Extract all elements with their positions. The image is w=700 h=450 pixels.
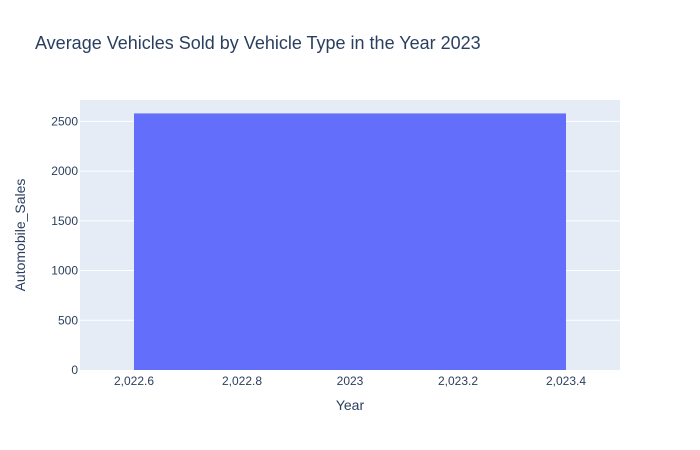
x-tick-label: 2023	[337, 374, 364, 388]
bars	[134, 113, 566, 370]
x-tick-label: 2,022.6	[114, 374, 154, 388]
x-tick-label: 2,023.2	[438, 374, 478, 388]
bar[interactable]	[134, 113, 566, 370]
x-axis-title: Year	[336, 397, 365, 413]
y-tick-label: 0	[71, 363, 78, 377]
y-tick-label: 2000	[51, 164, 78, 178]
x-tick-label: 2,022.8	[222, 374, 262, 388]
y-tick-label: 1500	[51, 214, 78, 228]
y-tick-labels: 0 500 1000 1500 2000 2500	[51, 114, 78, 377]
chart-title: Average Vehicles Sold by Vehicle Type in…	[35, 33, 481, 53]
y-tick-label: 500	[58, 313, 78, 327]
y-tick-label: 2500	[51, 114, 78, 128]
y-axis-title: Automobile_Sales	[12, 179, 28, 292]
x-tick-labels: 2,022.6 2,022.8 2023 2,023.2 2,023.4	[114, 374, 586, 388]
x-tick-label: 2,023.4	[546, 374, 586, 388]
y-tick-label: 1000	[51, 264, 78, 278]
